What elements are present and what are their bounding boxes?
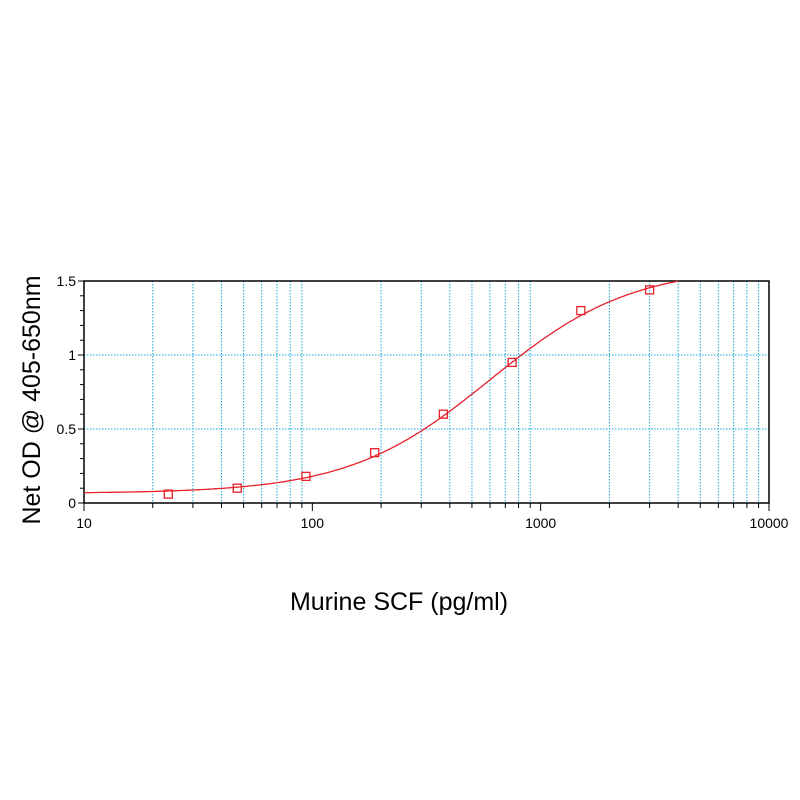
x-tick-labels: 10 100 1000 10000 bbox=[76, 515, 788, 531]
data-point bbox=[301, 471, 311, 482]
data-point bbox=[163, 489, 173, 499]
y-tick-label: 0 bbox=[68, 495, 76, 511]
data-point bbox=[576, 305, 586, 316]
y-tick-label: 0.5 bbox=[57, 421, 77, 437]
x-tick-label: 10000 bbox=[750, 515, 789, 531]
data-point bbox=[232, 483, 242, 493]
data-point bbox=[370, 448, 380, 458]
x-tick-label: 100 bbox=[301, 515, 325, 531]
x-axis-label: Murine SCF (pg/ml) bbox=[290, 588, 508, 616]
grid bbox=[84, 281, 769, 503]
data-point bbox=[438, 409, 449, 419]
plot-frame bbox=[83, 280, 770, 504]
y-tick-labels: 0 0.5 1 1.5 bbox=[57, 273, 77, 511]
data-point bbox=[644, 285, 655, 295]
fit-curve bbox=[84, 280, 679, 494]
x-tick-label: 10 bbox=[76, 515, 92, 531]
data-points bbox=[163, 285, 655, 499]
y-tick-label: 1 bbox=[68, 347, 76, 363]
x-tick-label: 1000 bbox=[525, 515, 556, 531]
data-point bbox=[507, 357, 517, 368]
y-axis-label: Net OD @ 405-650nm bbox=[18, 275, 46, 524]
axis-ticks bbox=[78, 280, 770, 511]
y-tick-label: 1.5 bbox=[57, 273, 77, 289]
